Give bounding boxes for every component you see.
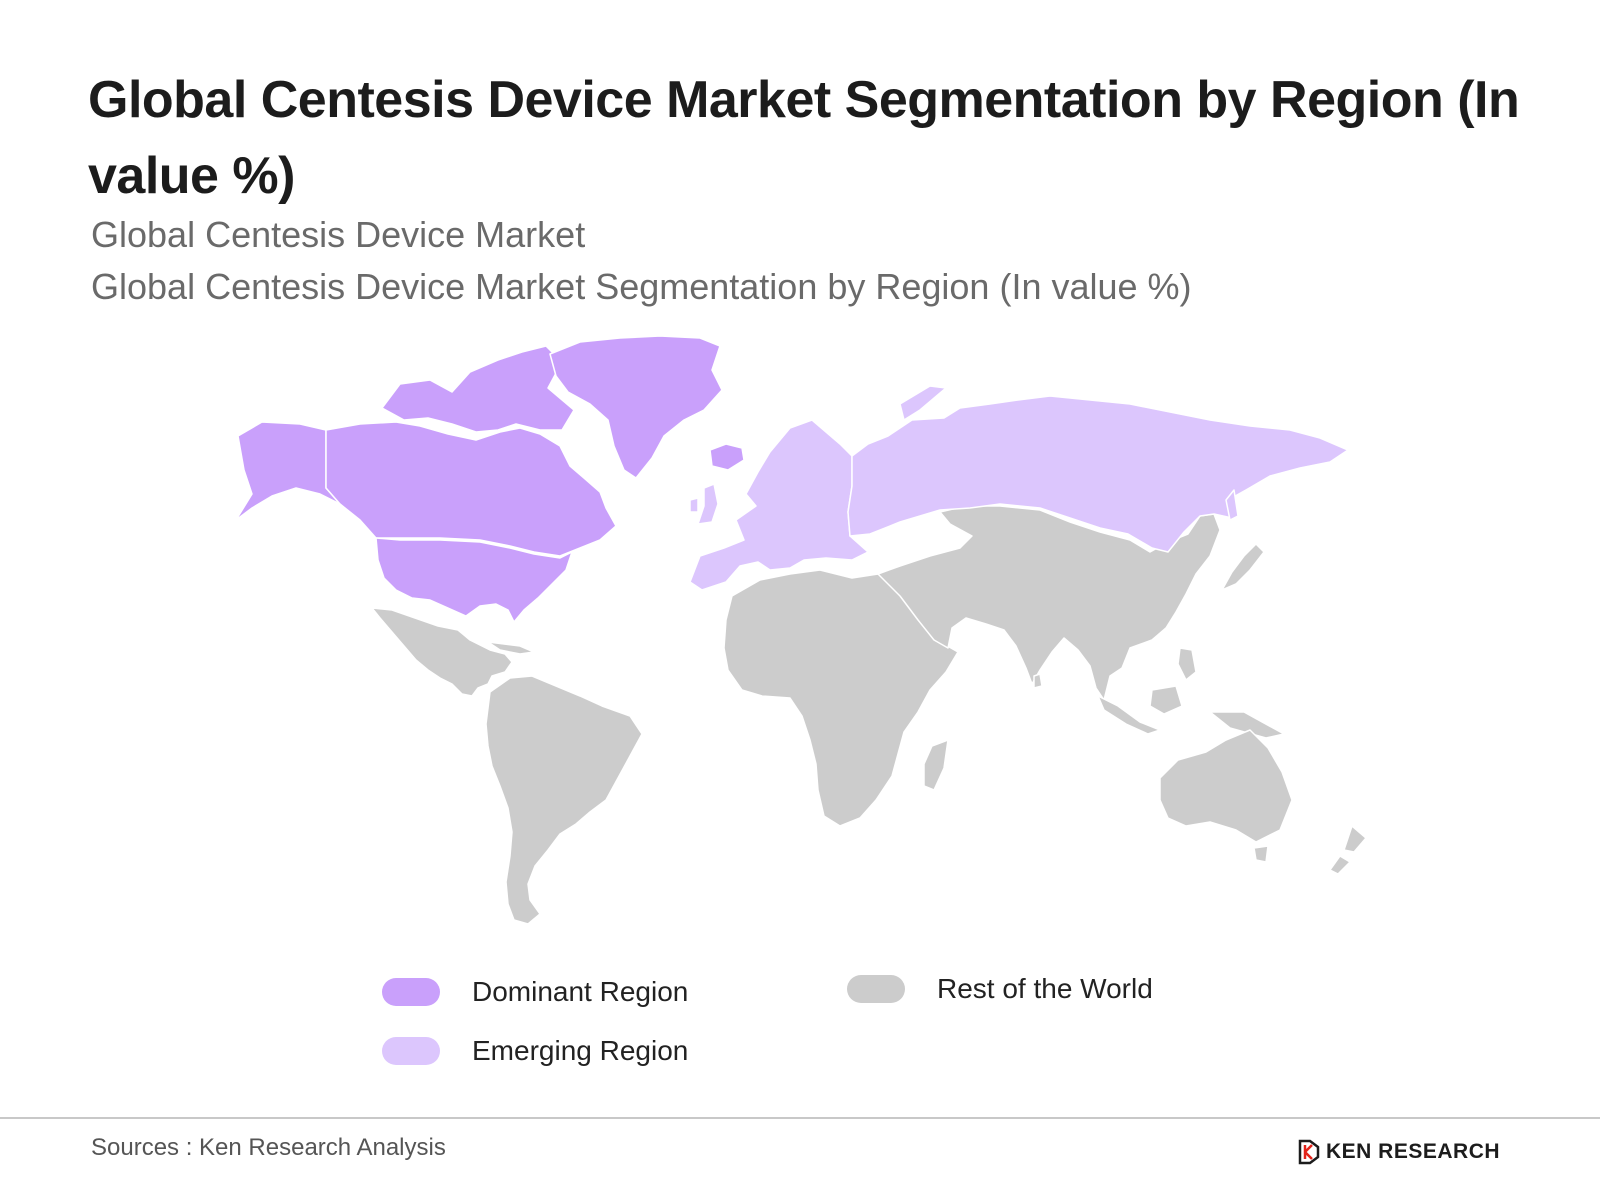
region-caribbean bbox=[487, 641, 535, 655]
footer-divider bbox=[0, 1117, 1600, 1119]
legend-label-dominant: Dominant Region bbox=[472, 976, 689, 1007]
region-japan bbox=[1221, 543, 1265, 591]
rest-of-world-regions bbox=[371, 505, 1367, 925]
chart-title: Global Centesis Device Market Segmentati… bbox=[88, 71, 1520, 205]
region-south-america bbox=[485, 675, 643, 925]
ken-research-logo-icon bbox=[1298, 1139, 1320, 1165]
legend-item-emerging: Emerging Region bbox=[382, 1035, 688, 1067]
region-novaya-zemlya bbox=[899, 385, 947, 421]
region-australia bbox=[1159, 729, 1293, 843]
legend-item-rest: Rest of the World bbox=[847, 973, 1153, 1005]
region-madagascar bbox=[923, 739, 949, 791]
region-philippines bbox=[1177, 647, 1197, 681]
region-canadian-arctic bbox=[381, 345, 575, 433]
brand-name: KEN RESEARCH bbox=[1326, 1140, 1501, 1163]
region-greenland bbox=[549, 335, 723, 479]
region-mexico-central-america bbox=[371, 607, 513, 697]
region-sri-lanka bbox=[1033, 673, 1043, 689]
region-tasmania bbox=[1253, 845, 1269, 863]
region-sakhalin bbox=[1225, 489, 1239, 521]
region-alaska bbox=[235, 421, 341, 521]
region-new-guinea bbox=[1209, 711, 1285, 739]
emerging-regions bbox=[689, 385, 1349, 591]
legend-swatch-dominant bbox=[382, 978, 440, 1006]
region-new-zealand-south bbox=[1329, 855, 1351, 875]
dominant-regions bbox=[235, 335, 745, 623]
region-canada bbox=[325, 421, 617, 557]
source-note: Sources : Ken Research Analysis bbox=[91, 1134, 446, 1161]
region-russia bbox=[847, 395, 1349, 553]
legend-swatch-rest bbox=[847, 975, 905, 1003]
region-borneo bbox=[1149, 685, 1183, 715]
region-uk bbox=[697, 483, 719, 525]
region-ireland bbox=[689, 497, 699, 513]
legend-label-emerging: Emerging Region bbox=[472, 1035, 689, 1066]
chart-subtitle: Global Centesis Device Market bbox=[91, 214, 586, 255]
chart-subtitle-detail: Global Centesis Device Market Segmentati… bbox=[91, 266, 1192, 307]
legend-item-dominant: Dominant Region bbox=[382, 976, 688, 1008]
region-iceland bbox=[709, 443, 745, 471]
brand-logo: KEN RESEARCH bbox=[1298, 1139, 1500, 1165]
legend-swatch-emerging bbox=[382, 1037, 440, 1065]
region-usa bbox=[375, 537, 573, 623]
legend-label-rest: Rest of the World bbox=[937, 973, 1153, 1004]
region-indonesia bbox=[1097, 695, 1161, 735]
region-new-zealand bbox=[1343, 825, 1367, 853]
